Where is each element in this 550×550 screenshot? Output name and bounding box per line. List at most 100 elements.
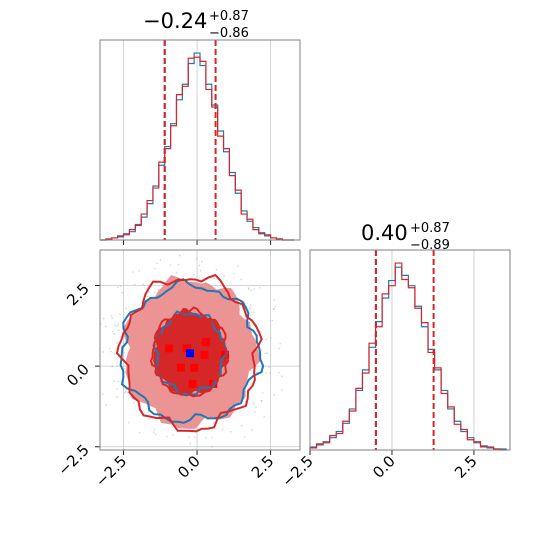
scatter-point [269, 372, 272, 374]
scatter-point [259, 330, 262, 333]
scatter-point [104, 325, 107, 328]
scatter-point [119, 313, 121, 316]
title-right: 0.40 +0.87 −0.89 [361, 221, 450, 253]
scatter-point [123, 367, 125, 370]
scatter-point [123, 351, 126, 354]
scatter-point [114, 324, 116, 327]
y-tick-label-2: 2.5 [63, 280, 93, 310]
scatter-point [240, 424, 243, 427]
scatter-point [255, 406, 257, 409]
scatter-point [251, 429, 254, 431]
scatter-point [260, 349, 263, 351]
scatter-point [117, 323, 120, 325]
scatter-point [154, 267, 156, 270]
scatter-point [105, 404, 107, 406]
scatter-point [258, 286, 261, 289]
truth-marker [186, 349, 194, 358]
scatter-point [124, 390, 127, 393]
title-top-left: −0.24 +0.87 −0.86 [143, 9, 249, 41]
scatter-point [210, 436, 213, 439]
scatter-point [169, 264, 172, 267]
scatter-point [148, 418, 151, 420]
x-tick-label-2: 2.5 [248, 452, 278, 482]
scatter-point [147, 411, 149, 414]
scatter-point [252, 311, 254, 314]
scatter-point [193, 436, 196, 439]
scatter-point [117, 329, 120, 332]
scatter-point [116, 325, 118, 327]
scatter-point [152, 431, 155, 433]
scatter-point [138, 431, 141, 434]
scatter-point [111, 365, 114, 368]
scatter-point [240, 278, 243, 281]
scatter-point [192, 274, 195, 276]
scatter-point [266, 352, 268, 354]
scatter-point [177, 263, 180, 266]
x-tick-label-0: −2.5 [92, 452, 130, 490]
scatter-point [116, 286, 119, 289]
scatter-point [120, 345, 123, 347]
scatter-point [133, 401, 135, 404]
scatter-point [128, 421, 130, 424]
scatter-point [264, 352, 267, 355]
scatter-point [157, 288, 160, 291]
axes-frame [99, 249, 301, 451]
scatter-point [262, 392, 264, 394]
scatter-point [249, 314, 251, 317]
scatter-point [116, 342, 118, 344]
scatter-point [124, 340, 127, 343]
scatter-point [133, 283, 136, 286]
scatter-point [112, 330, 114, 333]
title-2-main: 0.40 [361, 221, 408, 245]
scatter-point [273, 308, 275, 310]
scatter-point [213, 421, 215, 424]
y-tick-label-1: 0.0 [63, 360, 93, 390]
scatter-point [273, 299, 276, 301]
scatter-point [138, 269, 140, 272]
density-bin-1 [182, 344, 191, 353]
contour-line-2 [149, 306, 228, 398]
scatter-point [248, 308, 250, 311]
scatter-point [265, 338, 268, 341]
scatter-point [115, 388, 118, 391]
panel-marginal-y: −2.5 0.0 2.5 [278, 249, 511, 491]
x-tick-label-2: 2.5 [451, 452, 481, 482]
x-tick-label-1: 0.0 [369, 452, 399, 482]
histogram-series-0 [309, 266, 507, 450]
scatter-point [110, 350, 112, 353]
scatter-point [199, 269, 202, 272]
scatter-point [243, 300, 246, 303]
x-tick-label-0: −2.5 [278, 452, 316, 490]
scatter-point [156, 262, 159, 264]
density-bin-2 [200, 350, 209, 359]
scatter-point [205, 437, 208, 439]
contour-line-0 [152, 310, 229, 396]
scatter-point [102, 351, 104, 353]
scatter-point [146, 295, 149, 298]
scatter-point [223, 275, 226, 277]
scatter-point [247, 287, 250, 289]
scatter-point [119, 285, 122, 287]
scatter-point [221, 428, 224, 430]
scatter-point [125, 307, 128, 310]
scatter-point [243, 436, 246, 438]
scatter-point [103, 317, 105, 320]
scatter-point [263, 416, 266, 418]
histogram-series-1 [309, 262, 507, 451]
scatter-point [116, 396, 119, 398]
scatter-point [274, 306, 276, 308]
panel-marginal-x [99, 39, 301, 245]
scatter-point [264, 372, 267, 374]
y-tick-label-0: −2.5 [54, 441, 92, 479]
scatter-point [116, 365, 118, 368]
title-1-minus: −0.86 [209, 26, 249, 41]
scatter-point [187, 436, 190, 438]
scatter-point [271, 319, 274, 322]
scatter-point [254, 411, 256, 413]
contour-line-1 [119, 278, 265, 424]
scatter-point [108, 347, 111, 350]
scatter-point [249, 306, 251, 309]
panel-joint: −2.5 0.0 2.5 −2.5 0.0 2.5 [54, 249, 301, 491]
scatter-point [269, 337, 272, 339]
